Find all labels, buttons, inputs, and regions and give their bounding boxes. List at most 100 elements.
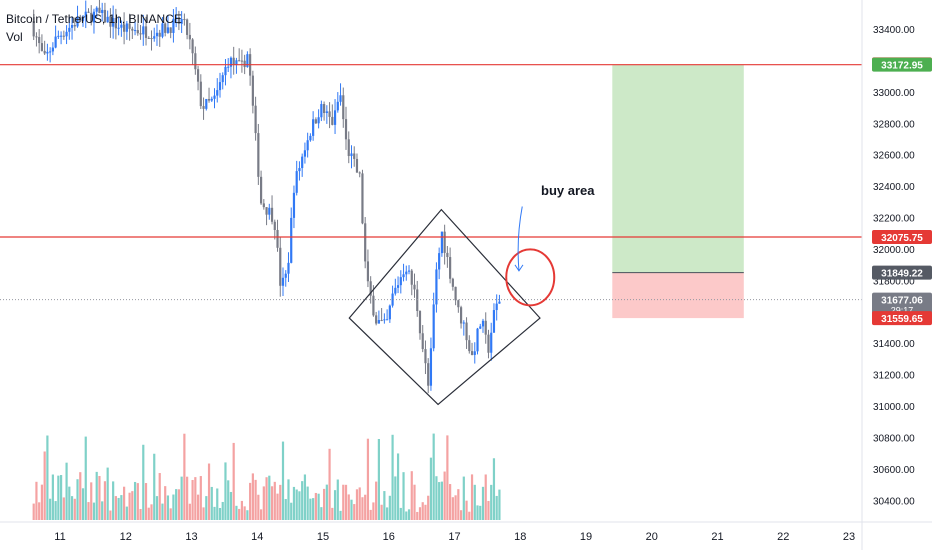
symbol-title[interactable]: Bitcoin / TetherUS, 1h, BINANCE [6,12,182,26]
volume-bar [131,491,134,520]
volume-bar [194,477,197,520]
time-axis[interactable]: 11 12 13 14 15 16 17 18 19 20 21 22 23 [0,521,932,543]
candle [438,247,441,280]
candle [254,96,257,141]
volume-bar [424,504,427,520]
candle-body [438,253,441,270]
price-label-badge [872,292,932,315]
volume-bar [325,484,328,520]
candle [259,170,263,205]
volume-bar [479,505,482,520]
candle-body [377,320,380,324]
candle [301,153,304,177]
candle-body [59,35,63,37]
candle-body [49,51,52,53]
volume-bar [427,495,430,520]
volume-bar [164,486,167,520]
volume-bar [468,511,471,520]
candle-body [172,18,175,33]
candle-body [155,32,159,37]
candle-body [221,75,224,83]
candle-body [344,119,348,140]
volume-bar [457,489,460,520]
candle [238,48,241,62]
candle-body [43,50,46,54]
candle-body [224,66,227,76]
volume-bar [218,507,222,520]
volume-bar [65,462,68,520]
volume-bar [216,488,219,520]
candle [112,5,115,39]
candle [125,20,128,40]
volume-bar [328,448,331,520]
volume-bar [435,476,438,520]
price-label-text: 31849.22 [881,269,923,280]
candle-body [413,284,416,290]
candle-body [240,60,244,62]
price-tick-label: 31200.00 [873,371,915,382]
volume-bar [101,501,104,520]
candle-body [391,293,394,306]
volume-bar [259,509,263,520]
candle [265,207,268,226]
volume-bar [249,482,252,520]
candle [249,48,252,86]
candle-body [136,30,139,34]
candle [470,342,474,356]
volume-bar [495,495,498,520]
volume-bar [117,497,120,520]
candle [358,171,361,178]
candle-body [361,173,364,224]
candle-body [106,16,109,23]
candle-body [490,332,493,353]
volume-bar [112,481,115,520]
candle [317,109,320,129]
candle-body [303,150,307,157]
candle-body [342,95,345,120]
volume-bar [309,498,312,520]
volume-indicator-label[interactable]: Vol [6,30,23,44]
volume-bar [70,496,74,520]
candle-body [454,286,457,301]
candle-body [298,168,301,172]
candle [65,25,68,45]
candle [375,311,378,326]
candle-body [227,66,230,68]
candle-body [462,322,465,324]
candle [413,273,416,298]
candle-body [92,11,96,23]
volume-bar [81,488,85,520]
price-label-badge [872,265,932,280]
candle-body [65,31,68,37]
volume-bar [38,502,41,520]
candle-body [150,38,153,40]
candle [449,247,452,284]
candle-body [40,43,44,51]
volume-bar [344,484,348,520]
candle [386,309,389,321]
price-axis[interactable]: 30400.00 30600.00 30800.00 31000.00 31200.00… [861,0,932,550]
candle-body [424,349,427,364]
volume-bar [418,507,422,520]
time-tick-label: 15 [317,531,329,543]
candle-body [394,287,397,294]
resistance-lines [0,64,862,301]
price-label-badge [872,57,932,72]
candle [196,65,200,91]
chart-drawings [348,206,556,406]
price-tick-label: 31400.00 [873,339,915,350]
time-tick-label: 17 [448,531,460,543]
volume-bar [155,496,159,520]
candle [177,10,180,31]
candle-body [432,304,435,349]
volume-bar [103,481,107,520]
volume-bar [490,484,493,520]
volume-bar [213,506,216,520]
candle [416,280,419,317]
time-tick-label: 18 [514,531,526,543]
volume-bar [396,453,400,520]
price-tick-label: 30600.00 [873,465,915,476]
candle [309,133,312,142]
candle [210,96,213,103]
